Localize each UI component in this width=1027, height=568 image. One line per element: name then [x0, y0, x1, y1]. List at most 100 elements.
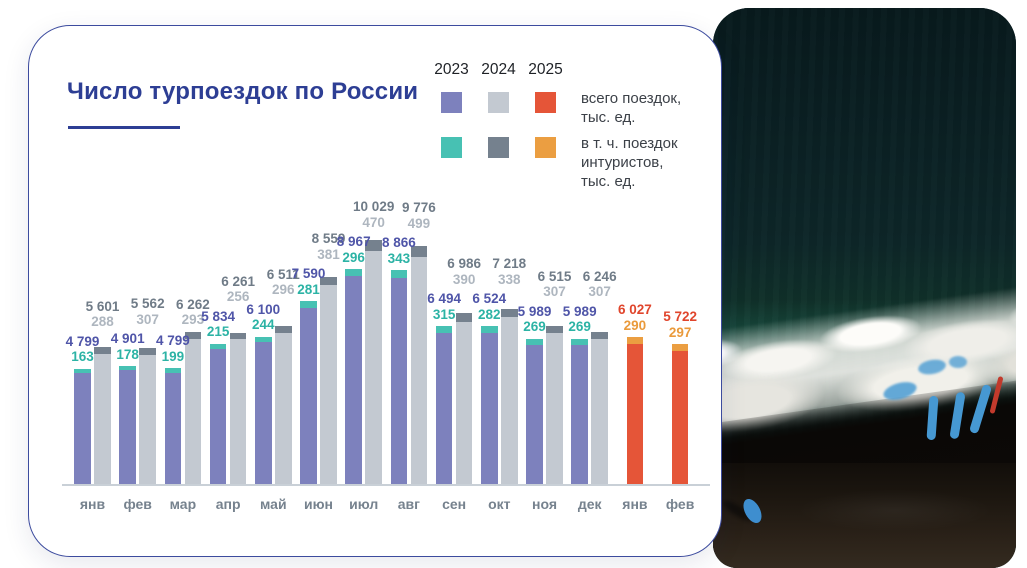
value-label-2023-8-intourist: 315 — [432, 306, 456, 322]
value-label-2023-0: 4 799 163 — [66, 334, 100, 365]
value-label-2023-6: 8 967 296 — [337, 234, 371, 265]
bar-2024-2 — [184, 331, 202, 484]
value-label-2025-13-intourist: 297 — [668, 324, 692, 340]
value-label-2024-8-total: 6 986 — [447, 256, 481, 272]
bar-2024-6-cap — [365, 240, 382, 252]
value-label-2023-10-total: 5 989 — [517, 303, 552, 319]
value-label-2024-0-total: 5 601 — [85, 298, 120, 314]
legend-label-intourist-line2: интуристов, — [581, 154, 664, 171]
value-label-2024-2-total: 6 262 — [175, 296, 210, 312]
value-label-2023-2: 4 799 199 — [156, 333, 190, 364]
bar-2023-7-cap — [390, 270, 408, 279]
value-label-2023-4-total: 6 100 — [246, 301, 281, 317]
value-label-2024-3-intourist: 256 — [226, 289, 250, 305]
bar-2024-9-cap — [501, 308, 518, 317]
bar-2024-2-cap — [184, 331, 202, 339]
value-label-2023-8: 6 494 315 — [427, 291, 461, 322]
value-label-2024-6: 10 029 470 — [353, 199, 394, 230]
value-label-2024-2: 6 262 293 — [176, 297, 210, 328]
month-label-2: мар — [169, 496, 197, 512]
value-label-2025-12-total: 6 027 — [617, 302, 652, 318]
bar-2023-2 — [164, 368, 182, 484]
bar-2023-7 — [390, 270, 408, 484]
value-label-2025-13-total: 5 722 — [663, 309, 697, 325]
value-label-2023-11-total: 5 989 — [562, 303, 597, 319]
bar-2023-10-cap — [526, 338, 543, 346]
value-label-2024-7-intourist: 499 — [407, 215, 431, 231]
page-title: Число турпоездок по России — [67, 78, 419, 105]
value-label-2023-6-intourist: 296 — [342, 249, 365, 265]
bar-2024-3 — [229, 332, 247, 484]
beach-aerial-photo — [713, 8, 1016, 568]
bar-2024-1-cap — [139, 347, 156, 355]
bar-2023-4 — [255, 336, 272, 484]
legend-label-total-line2: тыс. ед. — [581, 109, 636, 126]
value-label-2024-7: 9 776 499 — [402, 200, 436, 231]
value-label-2024-10-total: 6 515 — [537, 268, 572, 284]
bar-2024-4-cap — [275, 326, 292, 333]
value-label-2024-10-intourist: 307 — [543, 284, 566, 300]
bar-2024-0 — [94, 347, 111, 484]
value-label-2023-9-intourist: 282 — [478, 306, 501, 322]
value-label-2025-12: 6 027 290 — [618, 302, 652, 333]
bar-2023-6-cap — [345, 269, 362, 276]
legend-label-intourist-line3: тыс. ед. — [581, 173, 636, 190]
value-label-2023-2-total: 4 799 — [155, 333, 190, 349]
value-label-2023-5-total: 7 590 — [291, 266, 326, 282]
bar-2023-1-cap — [119, 366, 136, 371]
value-label-2024-11-intourist: 307 — [588, 284, 611, 300]
swatch-2025-intourist — [535, 137, 556, 158]
month-label-8: сен — [442, 496, 467, 512]
bar-2023-4-cap — [255, 336, 272, 343]
value-label-2025-12-intourist: 290 — [623, 317, 647, 333]
value-label-2023-0-intourist: 163 — [71, 349, 94, 365]
value-label-2024-4: 6 511 296 — [267, 267, 300, 298]
chart-card: Число турпоездок по России 2023 2024 202… — [28, 25, 722, 557]
bar-2023-9-cap — [481, 326, 498, 333]
value-label-2023-9-total: 6 524 — [472, 291, 507, 307]
bar-2023-11-cap — [571, 338, 588, 346]
value-label-2025-13: 5 722 297 — [663, 309, 697, 340]
value-label-2024-8: 6 986 390 — [447, 256, 481, 287]
bar-2024-6 — [365, 240, 382, 484]
bar-2024-4 — [275, 326, 292, 484]
legend-label-intourist: в т. ч. поездок интуристов, тыс. ед. — [581, 134, 678, 191]
value-label-2024-5-intourist: 381 — [317, 246, 340, 262]
value-label-2023-10-intourist: 269 — [523, 319, 546, 335]
value-label-2024-9-intourist: 338 — [498, 271, 521, 287]
value-label-2023-4: 6 100 244 — [246, 302, 280, 333]
value-label-2023-5: 7 590 281 — [292, 266, 326, 297]
bar-2023-8 — [435, 326, 453, 484]
value-label-2024-1-total: 5 562 — [130, 296, 165, 312]
value-label-2023-1-intourist: 178 — [116, 346, 139, 362]
bar-2024-7-cap — [410, 245, 428, 258]
bar-2023-1 — [119, 366, 136, 484]
value-label-2023-7-total: 8 866 — [381, 235, 416, 251]
month-label-6: июл — [349, 496, 379, 512]
value-label-2023-3: 5 834 215 — [201, 309, 235, 340]
value-label-2024-6-intourist: 470 — [362, 214, 385, 230]
legend-year-2024: 2024 — [481, 61, 516, 78]
bar-2023-11 — [571, 338, 588, 484]
value-label-2024-8-intourist: 390 — [452, 271, 476, 287]
bar-2023-0 — [74, 368, 91, 484]
legend-swatch-row-intourist — [428, 137, 569, 158]
bar-2023-3-cap — [209, 343, 227, 349]
swatch-2024-intourist — [488, 137, 509, 158]
foam-blue-patch — [949, 356, 967, 368]
bar-2025-12-cap — [626, 337, 644, 345]
month-label-13: фев — [665, 496, 695, 512]
value-label-2023-0-total: 4 799 — [65, 333, 100, 349]
value-label-2024-5: 8 559 381 — [312, 231, 346, 262]
month-label-10: ноя — [532, 496, 557, 512]
month-label-1: фев — [123, 496, 152, 512]
month-label-11: дек — [577, 496, 602, 512]
value-label-2023-7: 8 866 343 — [382, 235, 416, 266]
bar-2023-9 — [481, 326, 498, 484]
value-label-2023-3-intourist: 215 — [206, 324, 230, 340]
bar-2025-13-cap — [671, 344, 689, 352]
bar-2024-11 — [591, 331, 608, 484]
month-label-5: июн — [303, 496, 334, 512]
value-label-2024-10: 6 515 307 — [538, 269, 572, 300]
